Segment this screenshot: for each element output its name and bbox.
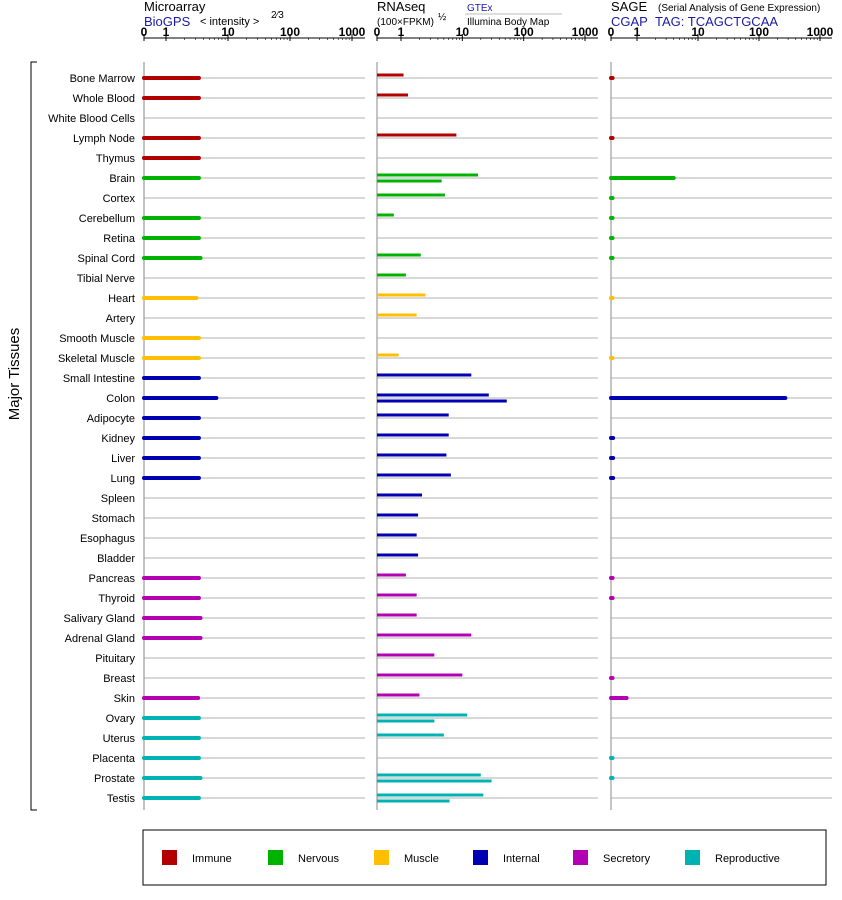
microarray-tick-label-0: 0 [141, 25, 148, 39]
rnaseq-tick-label-1: 1 [398, 25, 405, 39]
rnaseq-tick-label-2: 10 [456, 25, 470, 39]
legend-swatch-nervous [268, 850, 283, 865]
legend-label-muscle: Muscle [404, 853, 439, 865]
tissue-label-lymph-node: Lymph Node [73, 133, 135, 145]
microarray-metric-sup: 2⁄3 [271, 10, 284, 21]
rnaseq-metric-sup: ½ [438, 12, 447, 23]
rnaseq-tick-label-0: 0 [374, 25, 381, 39]
legend-swatch-muscle [374, 850, 389, 865]
y-axis-label: Major Tissues [6, 328, 23, 421]
rnaseq-tick-label-4: 1000 [572, 25, 599, 39]
rnaseq-tick-label-3: 100 [514, 25, 534, 39]
legend-label-nervous: Nervous [298, 853, 339, 865]
tissue-label-spleen: Spleen [101, 493, 135, 505]
rnaseq-source-gtex: GTEx [467, 3, 493, 14]
tissue-label-placenta: Placenta [92, 753, 136, 765]
tissue-label-lung: Lung [111, 473, 135, 485]
legend-swatch-immune [162, 850, 177, 865]
sage-tag: TAG: TCAGCTGCAA [655, 14, 778, 29]
legend-label-immune: Immune [192, 853, 232, 865]
tissue-label-brain: Brain [109, 173, 135, 185]
tissue-label-skin: Skin [114, 693, 135, 705]
tissue-label-adrenal-gland: Adrenal Gland [65, 633, 135, 645]
tissue-label-heart: Heart [108, 293, 135, 305]
tissue-label-salivary-gland: Salivary Gland [63, 613, 135, 625]
sage-title: SAGE [611, 0, 647, 14]
microarray-title: Microarray [144, 0, 206, 14]
sage-tick-label-2: 10 [691, 25, 705, 39]
tissue-label-thyroid: Thyroid [98, 593, 135, 605]
legend-label-secretory: Secretory [603, 853, 651, 865]
tissue-label-skeletal-muscle: Skeletal Muscle [58, 353, 135, 365]
tissue-label-colon: Colon [106, 393, 135, 405]
tissue-label-whole-blood: Whole Blood [73, 93, 135, 105]
legend-label-internal: Internal [503, 853, 540, 865]
microarray-tick-label-3: 100 [280, 25, 300, 39]
tissue-label-testis: Testis [107, 793, 136, 805]
sage-tick-label-4: 1000 [807, 25, 834, 39]
tissue-label-pituitary: Pituitary [95, 653, 135, 665]
tissue-label-breast: Breast [103, 673, 135, 685]
sage-tick-label-0: 0 [608, 25, 615, 39]
rnaseq-title: RNAseq [377, 0, 425, 14]
tissue-label-ovary: Ovary [106, 713, 136, 725]
legend-label-reproductive: Reproductive [715, 853, 780, 865]
microarray-tick-label-4: 1000 [339, 25, 366, 39]
tissue-label-thymus: Thymus [96, 153, 136, 165]
tissue-label-adipocyte: Adipocyte [87, 413, 135, 425]
tissue-label-smooth-muscle: Smooth Muscle [59, 333, 135, 345]
microarray-tick-label-1: 1 [163, 25, 170, 39]
tissue-bracket [30, 61, 37, 811]
sage-tick-label-3: 100 [749, 25, 769, 39]
legend-swatch-internal [473, 850, 488, 865]
tissue-label-artery: Artery [106, 313, 136, 325]
tissue-label-bone-marrow: Bone Marrow [70, 73, 135, 85]
microarray-source: BioGPS [144, 14, 191, 29]
tissue-label-spinal-cord: Spinal Cord [78, 253, 135, 265]
tissue-label-kidney: Kidney [101, 433, 135, 445]
rnaseq-metric: (100×FPKM) [377, 17, 434, 28]
tissue-label-small-intestine: Small Intestine [63, 373, 135, 385]
tissue-label-esophagus: Esophagus [80, 533, 136, 545]
legend-swatch-reproductive [685, 850, 700, 865]
tissue-label-tibial-nerve: Tibial Nerve [77, 273, 135, 285]
sage-subtitle: (Serial Analysis of Gene Expression) [658, 3, 820, 14]
tissue-label-uterus: Uterus [103, 733, 136, 745]
tissue-label-retina: Retina [103, 233, 136, 245]
tissue-label-white-blood-cells: White Blood Cells [48, 113, 135, 125]
tissue-label-cortex: Cortex [103, 193, 136, 205]
sage-tick-label-1: 1 [634, 25, 641, 39]
tissue-label-bladder: Bladder [97, 553, 135, 565]
legend: Immune Nervous Muscle Internal Secretory Repr… [162, 850, 780, 865]
tissue-label-cerebellum: Cerebellum [79, 213, 135, 225]
sage-source: CGAP [611, 14, 648, 29]
tissue-label-liver: Liver [111, 453, 135, 465]
legend-swatch-secretory [573, 850, 588, 865]
tissue-label-prostate: Prostate [94, 773, 135, 785]
rnaseq-source-ibm: Illumina Body Map [467, 17, 550, 28]
microarray-metric: < intensity > [200, 16, 259, 28]
tissue-label-pancreas: Pancreas [89, 573, 136, 585]
microarray-tick-label-2: 10 [221, 25, 235, 39]
tissue-label-stomach: Stomach [92, 513, 135, 525]
panels-group: 0 1 10 100 1000 0 1 10 100 1000 0 1 10 100 1000 Bone Ma… [48, 25, 834, 810]
